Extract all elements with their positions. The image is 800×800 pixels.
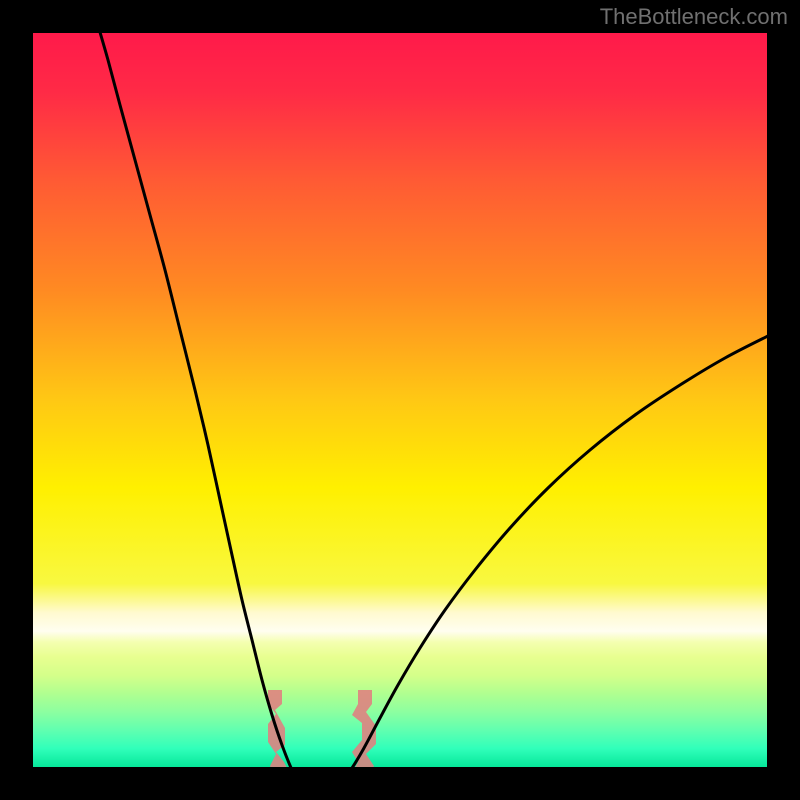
chart-stage: TheBottleneck.com	[0, 0, 800, 800]
bottleneck-heatmap-chart	[33, 33, 767, 767]
watermark-text: TheBottleneck.com	[600, 4, 788, 30]
